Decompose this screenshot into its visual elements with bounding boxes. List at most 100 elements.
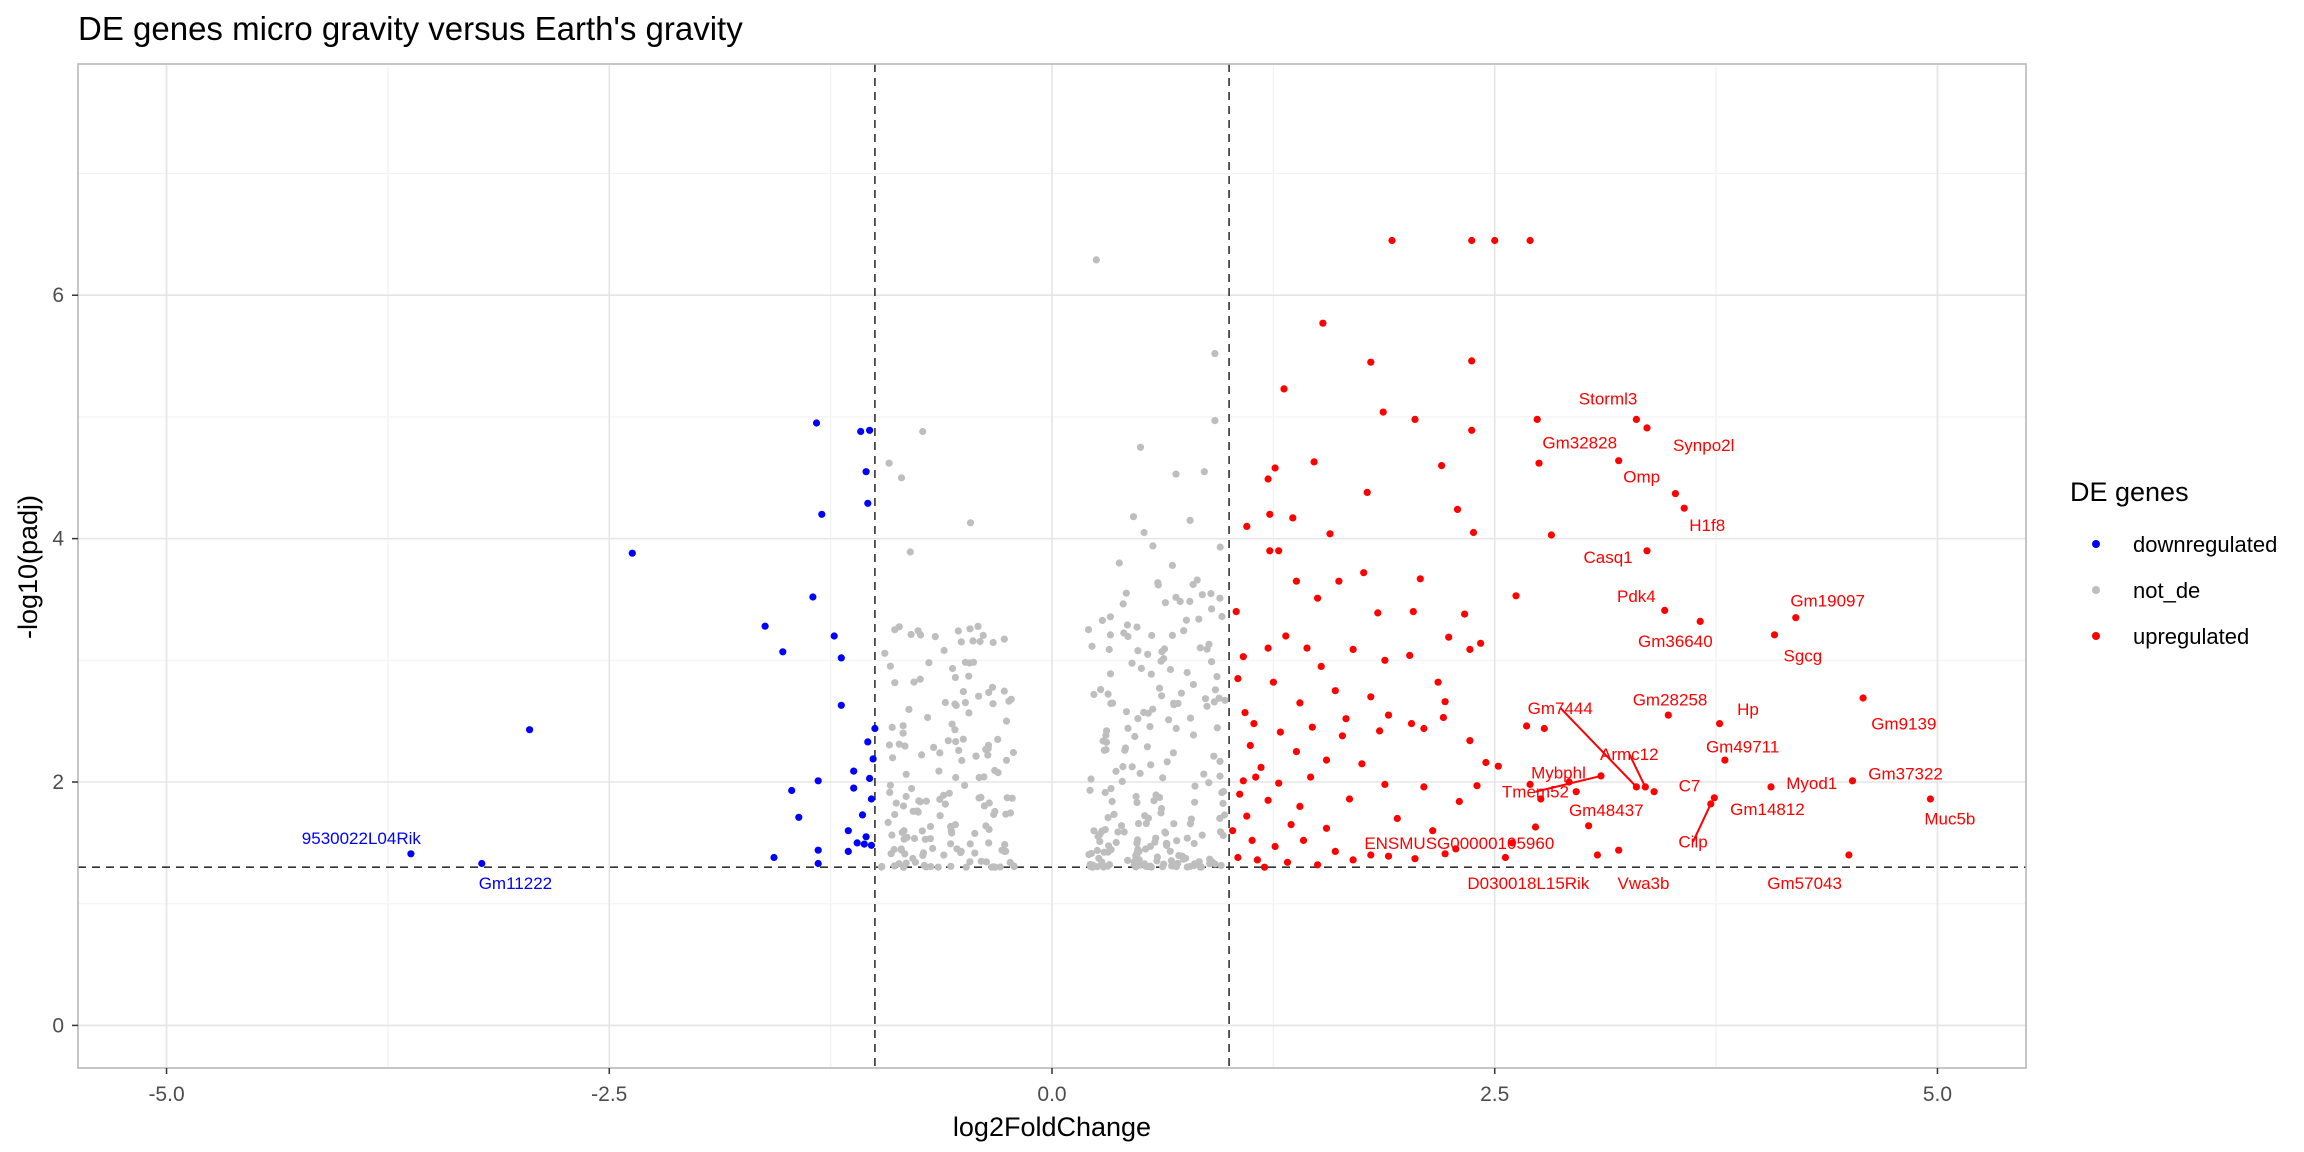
point-downregulated xyxy=(858,811,867,819)
point-not_de xyxy=(977,793,985,802)
point-downregulated xyxy=(862,833,870,841)
point-not_de xyxy=(884,818,892,827)
gene-label: ENSMUSG00000105960 xyxy=(1364,834,1554,853)
point-upregulated xyxy=(1501,853,1509,862)
point-not_de xyxy=(948,829,956,837)
point-not_de xyxy=(1216,757,1224,766)
point-not_de xyxy=(994,769,1002,777)
point-not_de xyxy=(891,679,899,687)
y-tick-label: 6 xyxy=(52,284,64,307)
point-upregulated xyxy=(1331,687,1339,695)
point-not_de xyxy=(996,863,1004,871)
point-not_de xyxy=(1112,767,1120,775)
gene-label-group: Gm48437 xyxy=(1569,801,1644,820)
point-not_de xyxy=(1187,815,1195,823)
point-upregulated xyxy=(1246,741,1254,750)
point-not_de xyxy=(1216,814,1224,823)
point-upregulated xyxy=(1533,415,1541,423)
point-upregulated xyxy=(1859,694,1867,702)
point-not_de xyxy=(1170,820,1178,828)
point-not_de xyxy=(1218,612,1226,621)
plot-panel: Storml3 Synpo2l Gm32828 Omp H1f8 Casq1 Pdk4 Gm1… xyxy=(77,63,2027,1069)
point-not_de xyxy=(889,754,897,762)
point-not_de xyxy=(1158,692,1166,700)
point-upregulated xyxy=(1275,547,1283,555)
major-gridlines xyxy=(78,64,2026,1068)
x-tick-label: -2.5 xyxy=(591,1083,627,1106)
point-not_de xyxy=(1002,717,1011,725)
point-not_de xyxy=(1163,839,1171,848)
point-upregulated xyxy=(1243,812,1251,820)
point-not_de xyxy=(1124,724,1132,732)
point-not_de xyxy=(1106,670,1115,678)
point-not_de xyxy=(900,863,908,871)
point-not_de xyxy=(1105,842,1113,850)
legend-label: downregulated xyxy=(2133,532,2277,557)
point-not_de xyxy=(941,698,949,707)
point-upregulated xyxy=(1512,592,1520,600)
point-upregulated xyxy=(1307,773,1315,781)
gene-label: Cilp xyxy=(1678,833,1707,852)
point-upregulated xyxy=(1310,458,1318,466)
point-not_de xyxy=(1102,731,1110,739)
point-not_de xyxy=(1002,810,1010,818)
gene-label-group: D030018L15Rik xyxy=(1467,874,1589,893)
point-not_de xyxy=(1121,744,1130,752)
point-upregulated xyxy=(1308,723,1316,731)
point-not_de xyxy=(936,749,944,757)
point-upregulated xyxy=(1260,863,1269,871)
point-not_de xyxy=(1137,664,1145,673)
point-not_de xyxy=(945,789,953,797)
gene-label-group: Gm14812 xyxy=(1730,800,1805,819)
point-not_de xyxy=(1102,746,1110,754)
point-not_de xyxy=(900,835,908,843)
gene-label-connector xyxy=(1535,774,1602,793)
point-upregulated xyxy=(1363,488,1371,496)
point-upregulated xyxy=(1632,415,1640,423)
y-tick-label: 0 xyxy=(52,1014,64,1037)
point-not_de xyxy=(1140,528,1148,537)
point-upregulated xyxy=(1376,727,1384,735)
gene-label-group: C7 xyxy=(1679,777,1701,796)
point-not_de xyxy=(1149,542,1157,550)
point-upregulated xyxy=(1585,822,1593,830)
point-not_de xyxy=(1159,774,1167,782)
point-not_de xyxy=(936,812,944,820)
point-not_de xyxy=(1002,847,1010,855)
point-not_de xyxy=(1010,862,1018,870)
point-not_de xyxy=(1088,642,1096,650)
point-not_de xyxy=(1144,650,1152,658)
gene-label: D030018L15Rik xyxy=(1467,874,1589,893)
point-not_de xyxy=(1100,848,1108,856)
point-not_de xyxy=(902,792,910,801)
point-not_de xyxy=(1218,789,1226,797)
gene-label: Gm14812 xyxy=(1730,800,1805,819)
point-upregulated xyxy=(1374,609,1382,617)
point-upregulated xyxy=(1540,724,1548,733)
point-downregulated xyxy=(407,850,415,858)
point-not_de xyxy=(994,735,1002,744)
point-upregulated xyxy=(1384,711,1393,719)
point-not_de xyxy=(891,810,899,819)
legend-key xyxy=(2092,586,2100,594)
point-upregulated xyxy=(1406,651,1414,660)
point-upregulated xyxy=(1239,653,1247,661)
point-upregulated xyxy=(1710,794,1718,802)
point-not_de xyxy=(1149,705,1157,713)
point-upregulated xyxy=(1314,861,1322,869)
point-upregulated xyxy=(1716,720,1724,728)
point-upregulated xyxy=(1434,678,1442,686)
point-not_de xyxy=(951,726,959,734)
point-downregulated xyxy=(478,859,486,868)
point-upregulated xyxy=(1367,693,1375,701)
series-upregulated xyxy=(1229,236,1934,871)
point-upregulated xyxy=(1349,645,1357,654)
gene-label: Armc12 xyxy=(1600,745,1659,764)
point-not_de xyxy=(1190,839,1198,848)
gene-label-group: Armc12 xyxy=(1600,745,1659,788)
gene-label-group: Gm37322 xyxy=(1868,764,1943,783)
gene-label: Pdk4 xyxy=(1617,587,1656,606)
point-upregulated xyxy=(1491,236,1499,245)
point-not_de xyxy=(1213,724,1221,732)
gene-label-group: Tmem52 xyxy=(1502,774,1602,802)
